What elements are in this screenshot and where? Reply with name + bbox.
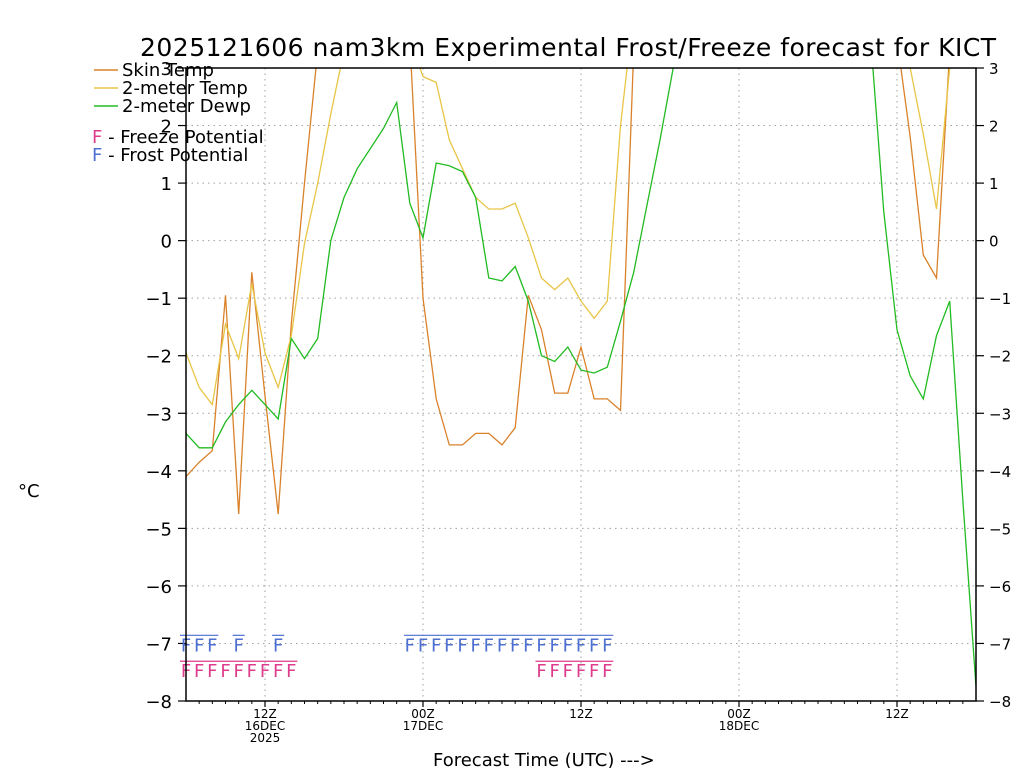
freeze-mark: F	[273, 661, 283, 682]
x-tick-label: 16DEC	[245, 719, 285, 733]
freeze-mark: F	[260, 661, 270, 682]
frost-mark: F	[405, 635, 415, 656]
frost-mark: F	[457, 635, 467, 656]
legend-label-2-meter-dewp: 2-meter Dewp	[122, 96, 251, 117]
freeze-mark: F	[563, 661, 573, 682]
frost-mark: F	[418, 635, 428, 656]
frost-mark: F	[536, 635, 546, 656]
freeze-mark: F	[589, 661, 599, 682]
y-tick-label-left: 0	[161, 232, 172, 253]
y-tick-label-right: −3	[989, 405, 1011, 423]
series-line-2-meter-temp	[186, 68, 951, 407]
potential-legend-text: - Freeze Potential	[102, 127, 263, 148]
y-tick-label-left: −4	[145, 462, 172, 483]
y-tick-label-left: 3	[161, 59, 172, 80]
frost-mark: F	[576, 635, 586, 656]
frost-mark: F	[563, 635, 573, 656]
y-tick-label-right: 2	[989, 118, 999, 136]
y-tick-label-right: −4	[989, 463, 1011, 481]
frost-mark: F	[194, 635, 204, 656]
freeze-mark: F	[207, 661, 217, 682]
frost-mark: F	[523, 635, 533, 656]
freeze-mark: F	[602, 661, 612, 682]
frost-mark: F	[233, 635, 243, 656]
x-axis-label: Forecast Time (UTC) --->	[433, 750, 655, 768]
freeze-mark: F	[194, 661, 204, 682]
y-tick-label-right: 0	[989, 233, 999, 251]
freeze-mark: F	[549, 661, 559, 682]
y-tick-label-left: 1	[161, 174, 172, 195]
potential-legend-entry: F - Freeze Potential	[92, 127, 264, 148]
y-tick-label-left: 2	[161, 117, 172, 138]
potential-legend-text: - Frost Potential	[102, 145, 248, 166]
potential-legend-entry: F - Frost Potential	[92, 145, 248, 166]
x-tick-label: 00Z	[411, 707, 435, 721]
freeze-mark: F	[233, 661, 243, 682]
x-tick-label: 2025	[250, 731, 281, 745]
series-line-2-meter-dewp	[186, 68, 976, 687]
y-tick-label-right: 3	[989, 60, 999, 78]
frost-mark: F	[549, 635, 559, 656]
plot-frame	[185, 67, 977, 702]
y-tick-label-right: −6	[989, 578, 1011, 596]
freeze-mark: F	[220, 661, 230, 682]
chart-title: 2025121606 nam3km Experimental Frost/Fre…	[140, 33, 997, 62]
y-tick-label-right: −1	[989, 290, 1011, 308]
potential-legend-marker: F	[92, 145, 102, 166]
frost-mark: F	[444, 635, 454, 656]
freeze-mark: F	[286, 661, 296, 682]
grid-lines	[186, 68, 976, 701]
y-tick-label-left: −2	[145, 347, 172, 368]
frost-mark: F	[470, 635, 480, 656]
y-tick-label-right: −2	[989, 348, 1011, 366]
series-lines	[186, 68, 976, 687]
frost-mark: F	[497, 635, 507, 656]
y-tick-label-left: −7	[145, 634, 172, 655]
y-tick-label-right: −7	[989, 635, 1011, 653]
x-tick-label: 17DEC	[403, 719, 443, 733]
frost-mark: F	[602, 635, 612, 656]
frost-mark: F	[273, 635, 283, 656]
potential-legend-marker: F	[92, 127, 102, 148]
x-tick-label: 12Z	[885, 707, 909, 721]
legend-label-2-meter-temp: 2-meter Temp	[122, 78, 248, 99]
y-axis-label: °C	[18, 481, 40, 502]
freeze-mark: F	[576, 661, 586, 682]
frost-mark: F	[207, 635, 217, 656]
y-tick-label-left: −8	[145, 692, 172, 713]
y-tick-label-right: −8	[989, 693, 1011, 711]
frost-mark: F	[431, 635, 441, 656]
y-tick-label-left: −6	[145, 577, 172, 598]
x-tick-label: 12Z	[569, 707, 593, 721]
freeze-mark: F	[247, 661, 257, 682]
y-tick-label-right: 1	[989, 175, 999, 193]
x-tick-label: 00Z	[727, 707, 751, 721]
legend-label-skin-temp: Skin Temp	[122, 60, 214, 81]
series-line-skin-temp	[186, 68, 950, 515]
y-tick-label-right: −5	[989, 520, 1011, 538]
x-tick-label: 12Z	[253, 707, 277, 721]
frost-mark: F	[589, 635, 599, 656]
frost-mark: F	[510, 635, 520, 656]
y-tick-label-left: −5	[145, 519, 172, 540]
y-tick-label-left: −3	[145, 404, 172, 425]
x-tick-label: 18DEC	[719, 719, 759, 733]
freeze-mark: F	[536, 661, 546, 682]
y-tick-label-left: −1	[145, 289, 172, 310]
axis-ticks: −8 −8 −7 −7 −6 −6 −5 −5 −4 −4 −3 −3 −2 −2 −1 −1 0 0 1 1 2 2 3 3…	[145, 59, 1011, 745]
potential-marks: F F F F F F F F F F F F F F F F F F F F FF F F F F F F F F F F F F F F	[180, 634, 614, 682]
frost-mark: F	[484, 635, 494, 656]
